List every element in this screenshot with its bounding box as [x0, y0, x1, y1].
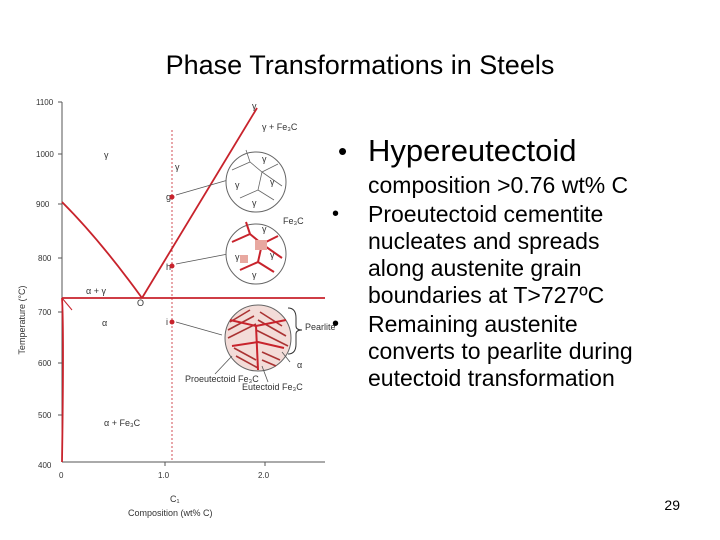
grain-label-h1: γ [235, 252, 240, 262]
grain-label-g3: γ [270, 177, 275, 187]
label-proeutectoid: Proeutectoid Fe₃C [185, 374, 259, 384]
microstructure-pearlite [224, 304, 292, 372]
bullet-main-continuation: composition >0.76 wt% C [368, 172, 629, 198]
microstructure-austenite: γ γ γ γ [225, 149, 287, 213]
microstructure-fe3c-grain: γ γ γ γ [225, 221, 287, 285]
label-point-h: h [166, 262, 171, 272]
label-eutectoid: Eutectoid Fe₃C [242, 382, 303, 392]
phase-diagram-svg: Temperature (°C) 1100 1000 900 800 700 6… [17, 98, 335, 518]
x-tick-1: 1.0 [158, 471, 170, 480]
label-alpha-fe3c: α + Fe₃C [104, 418, 141, 428]
y-tick-700: 700 [38, 308, 52, 317]
x-tick-0: 0 [59, 471, 64, 480]
label-alpha-left: α [102, 318, 107, 328]
y-axis-label: Temperature (°C) [17, 285, 27, 354]
sub-bullet-1-line-2: nucleates and spreads [368, 228, 600, 254]
phase-boundaries [61, 107, 325, 463]
y-tick-800: 800 [38, 254, 52, 263]
composition-marker-c1: C₁ [170, 494, 180, 504]
y-ticks: 1100 1000 900 800 700 600 500 400 [36, 98, 62, 470]
y-tick-400: 400 [38, 461, 52, 470]
slide-title: Phase Transformations in Steels [165, 50, 555, 80]
page-number: 29 [664, 497, 680, 513]
point-g [169, 194, 175, 200]
sub-bullet-2: • Remaining austenite converts to pearli… [332, 311, 708, 392]
y-tick-1000: 1000 [36, 150, 54, 159]
grain-label-g1: γ [235, 180, 240, 190]
phase-diagram: Temperature (°C) 1100 1000 900 800 700 6… [0, 90, 335, 530]
acm-line [141, 107, 258, 299]
x-ticks: 0 1.0 2.0 [59, 462, 270, 480]
y-tick-900: 900 [36, 200, 50, 209]
x-axis-label: Composition (wt% C) [128, 508, 213, 518]
y-tick-600: 600 [38, 359, 52, 368]
grain-label-h4: γ [252, 270, 257, 280]
pearlite-brace [287, 307, 303, 355]
bullet-list: • Hypereutectoid composition >0.76 wt% C… [332, 132, 708, 392]
bullet-dot: • [338, 136, 348, 166]
label-gamma-top: γ [252, 101, 257, 111]
label-gamma-fe3c: γ + Fe₃C [262, 122, 298, 132]
sub-bullet-2-line-1: Remaining austenite [368, 311, 578, 337]
sub-bullet-1-line-4: boundaries at T>727ºC [368, 282, 605, 308]
grain-label-g4: γ [252, 198, 257, 208]
point-h [169, 263, 175, 269]
label-gamma-small: γ [175, 162, 180, 172]
bullet-main-text: Hypereutectoid [368, 133, 577, 168]
sub-bullet-2-line-2: converts to pearlite during [368, 338, 633, 364]
sub-bullet-1: • Proeutectoid cementite nucleates and s… [332, 201, 708, 309]
sub-bullet-dot: • [332, 203, 340, 225]
gamma-alpha-boundary [61, 201, 143, 299]
region-labels: γ γ + Fe₃C γ γ α + γ α α + Fe₃C O g h i … [86, 101, 335, 428]
sub-bullet-1-line-3: along austenite grain [368, 255, 582, 281]
sub-bullet-dot: • [332, 313, 340, 335]
sub-bullet-2-line-3: eutectoid transformation [368, 365, 615, 391]
label-alpha-pearlite: α [297, 360, 302, 370]
x-tick-2: 2.0 [258, 471, 270, 480]
sub-bullet-1-line-1: Proeutectoid cementite [368, 201, 604, 227]
label-eutectoid-point: O [137, 298, 144, 308]
point-i [169, 319, 175, 325]
label-point-i: i [166, 317, 168, 327]
label-fe3c-grain: Fe₃C [283, 216, 304, 226]
label-pearlite: Pearlite [305, 322, 335, 332]
grain-label-h2: γ [262, 224, 267, 234]
grain-label-h3: γ [270, 250, 275, 260]
y-tick-1100: 1100 [36, 98, 54, 107]
bullet-main: • Hypereutectoid [338, 132, 708, 170]
label-gamma-region: γ [104, 150, 109, 160]
alpha-solvus [61, 297, 64, 463]
label-alpha-gamma: α + γ [86, 286, 106, 296]
grain-label-g2: γ [262, 154, 267, 164]
label-point-g: g [166, 192, 171, 202]
y-tick-500: 500 [38, 411, 52, 420]
alpha-boundary-short [61, 297, 73, 311]
